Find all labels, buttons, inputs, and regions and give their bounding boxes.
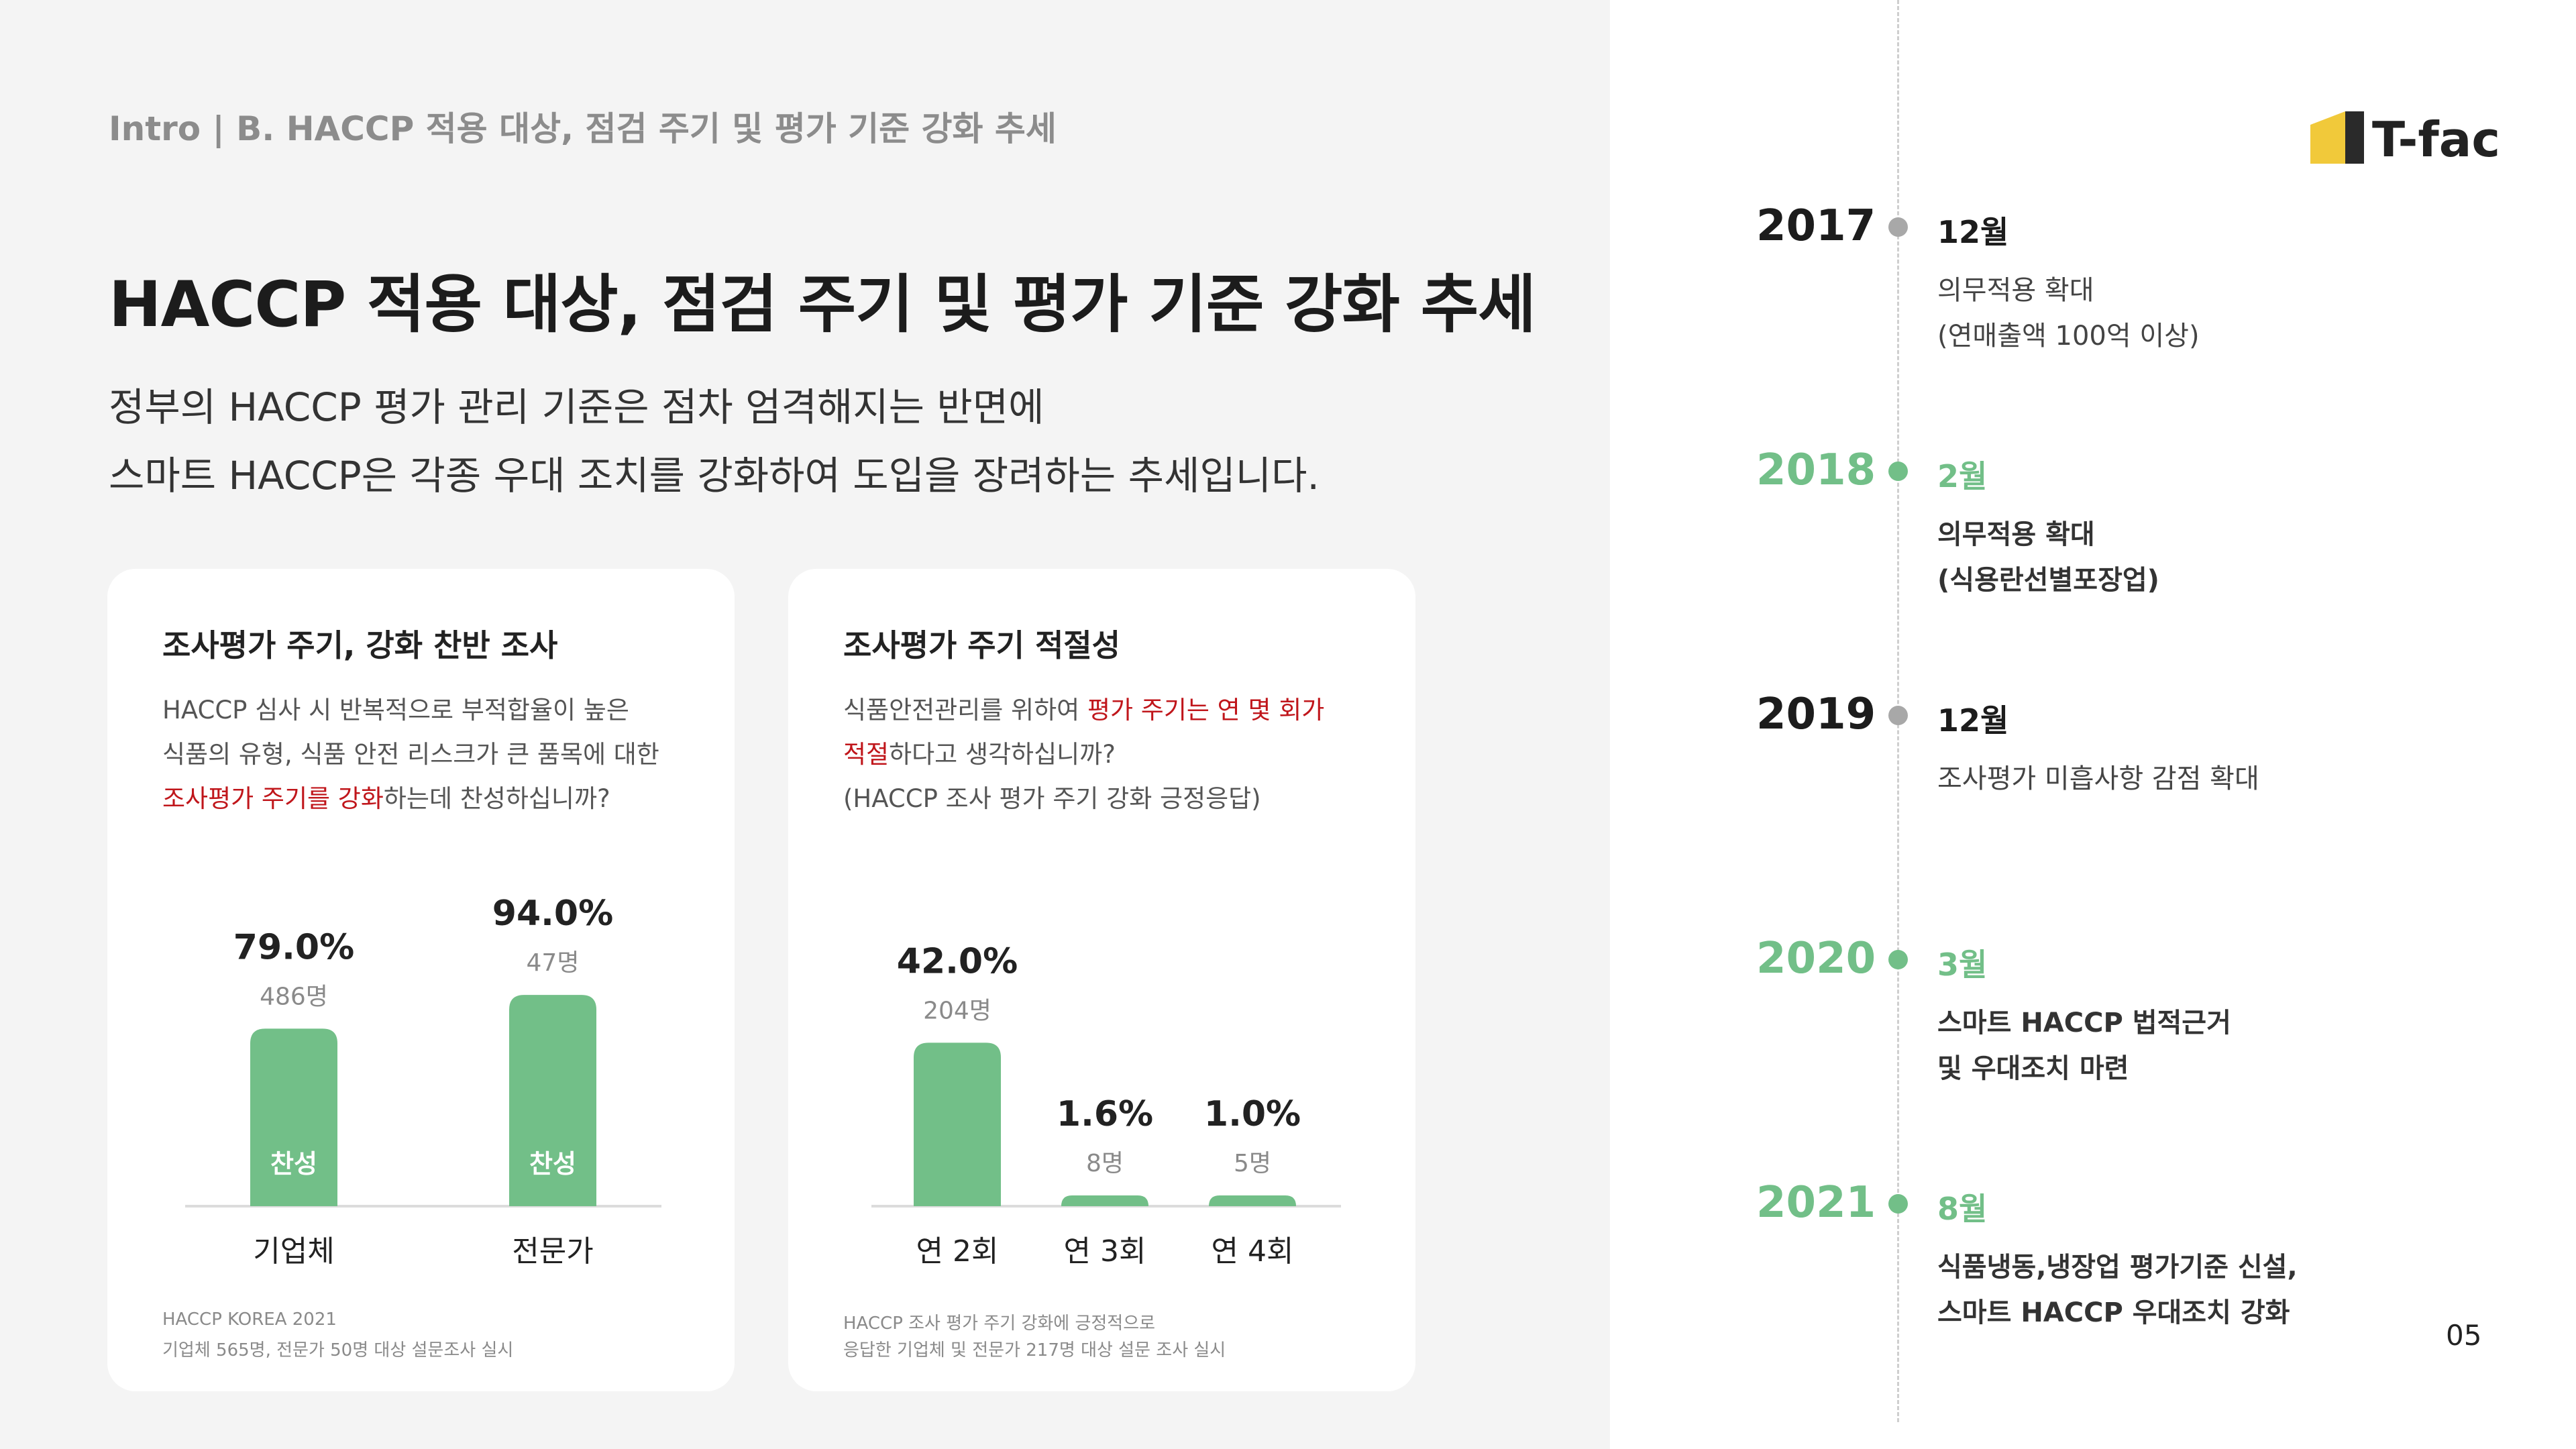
bar-count-label: 486명	[260, 983, 328, 1010]
question-line-3: (HACCP 조사 평가 주기 강화 긍정응답)	[843, 784, 1261, 813]
timeline-desc-2: 스마트 HACCP 우대조치 강화	[1937, 1297, 2290, 1328]
card-title: 조사평가 주기 적절성	[843, 627, 1120, 663]
timeline-desc-1: 의무적용 확대	[1937, 519, 2095, 550]
bar-value-label: 1.0%	[1204, 1094, 1301, 1134]
timeline-dot	[1888, 217, 1908, 237]
timeline-dot	[1888, 462, 1908, 481]
timeline-month: 8월	[1937, 1191, 1988, 1227]
timeline-year: 2020	[1756, 934, 1876, 983]
timeline-year: 2019	[1756, 690, 1876, 739]
source-line-1: HACCP 조사 평가 주기 강화에 긍정적으로	[843, 1313, 1156, 1334]
timeline-desc-1: 식품냉동,냉장업 평가기준 신설,	[1937, 1252, 2298, 1283]
question-line-1: 식품안전관리를 위하여 평가 주기는 연 몇 회가	[843, 690, 1324, 726]
timeline-year: 2021	[1756, 1178, 1876, 1228]
timeline-month: 12월	[1937, 214, 2009, 250]
question-rest: 하다고 생각하십니까?	[889, 740, 1116, 769]
bar	[1209, 1195, 1296, 1206]
breadcrumb: Intro | B. HACCP 적용 대상, 점검 주기 및 평가 기준 강화…	[109, 109, 1057, 148]
question-line-2: 식품의 유형, 식품 안전 리스크가 큰 품목에 대한	[162, 740, 659, 769]
page-title: HACCP 적용 대상, 점검 주기 및 평가 기준 강화 추세	[109, 268, 1536, 341]
question-line-1: HACCP 심사 시 반복적으로 부적합율이 높은	[162, 696, 629, 724]
source-line-1: HACCP KOREA 2021	[162, 1309, 337, 1330]
bar-count-label: 5명	[1234, 1150, 1271, 1177]
bar-value-label: 79.0%	[233, 927, 354, 967]
category-label: 연 4회	[1212, 1234, 1294, 1269]
logo-text: T-fac	[2372, 111, 2501, 168]
timeline-desc-1: 조사평가 미흡사항 감점 확대	[1937, 763, 2259, 794]
timeline-desc-2: (연매출액 100억 이상)	[1937, 321, 2200, 352]
source-line-2: 기업체 565명, 전문가 50명 대상 설문조사 실시	[162, 1340, 514, 1360]
category-label: 기업체	[253, 1234, 334, 1269]
bar-count-label: 47명	[527, 949, 580, 977]
timeline-dot	[1888, 1194, 1908, 1214]
bar-inner-label: 찬성	[529, 1149, 576, 1179]
bar-count-label: 204명	[923, 997, 991, 1024]
category-label: 연 3회	[1064, 1234, 1146, 1269]
bar-value-label: 94.0%	[492, 894, 613, 934]
survey-card-frequency: 조사평가 주기 적절성 식품안전관리를 위하여 평가 주기는 연 몇 회가 적절…	[788, 569, 1415, 1391]
bar	[250, 1028, 337, 1206]
tfac-logo-icon	[2310, 111, 2364, 164]
survey-card-support: 조사평가 주기, 강화 찬반 조사 HACCP 심사 시 반복적으로 부적합율이…	[107, 569, 735, 1391]
question-plain: 식품안전관리를 위하여	[843, 696, 1087, 724]
timeline-desc-2: 및 우대조치 마련	[1937, 1053, 2129, 1084]
timeline-dot	[1888, 950, 1908, 969]
bar	[1061, 1195, 1148, 1206]
subtitle-line-1: 정부의 HACCP 평가 관리 기준은 점차 엄격해지는 반면에	[109, 384, 1044, 430]
category-label: 전문가	[512, 1234, 593, 1269]
timeline-month: 3월	[1937, 947, 1988, 983]
source-line-2: 응답한 기업체 및 전문가 217명 대상 설문 조사 실시	[843, 1340, 1226, 1360]
subtitle-line-2: 스마트 HACCP은 각종 우대 조치를 강화하여 도입을 장려하는 추세입니다…	[109, 453, 1320, 498]
timeline-month: 2월	[1937, 458, 1988, 494]
page-number: 05	[2446, 1319, 2482, 1352]
timeline-month: 12월	[1937, 702, 2009, 739]
timeline-dot	[1888, 706, 1908, 725]
question-line-2: 적절하다고 생각하십니까?	[843, 734, 1116, 770]
question-highlight: 조사평가 주기를 강화	[162, 784, 384, 813]
timeline-year: 2017	[1756, 201, 1876, 251]
category-label: 연 2회	[916, 1234, 999, 1269]
question-highlight: 평가 주기는 연 몇 회가	[1087, 696, 1325, 724]
question-rest: 하는데 찬성하십니까?	[383, 784, 610, 813]
card-title: 조사평가 주기, 강화 찬반 조사	[162, 627, 558, 663]
bar-value-label: 1.6%	[1057, 1094, 1153, 1134]
bar-value-label: 42.0%	[897, 941, 1018, 981]
timeline-year: 2018	[1756, 445, 1876, 495]
bar	[914, 1042, 1001, 1206]
question-line-3: 조사평가 주기를 강화하는데 찬성하십니까?	[162, 778, 610, 814]
timeline-desc-2: (식용란선별포장업)	[1937, 565, 2159, 596]
bar	[509, 995, 596, 1206]
bar-count-label: 8명	[1086, 1150, 1124, 1177]
timeline-desc-1: 스마트 HACCP 법적근거	[1937, 1008, 2231, 1038]
question-highlight: 적절	[843, 740, 890, 769]
bar-inner-label: 찬성	[270, 1149, 317, 1179]
timeline-desc-1: 의무적용 확대	[1937, 275, 2094, 306]
